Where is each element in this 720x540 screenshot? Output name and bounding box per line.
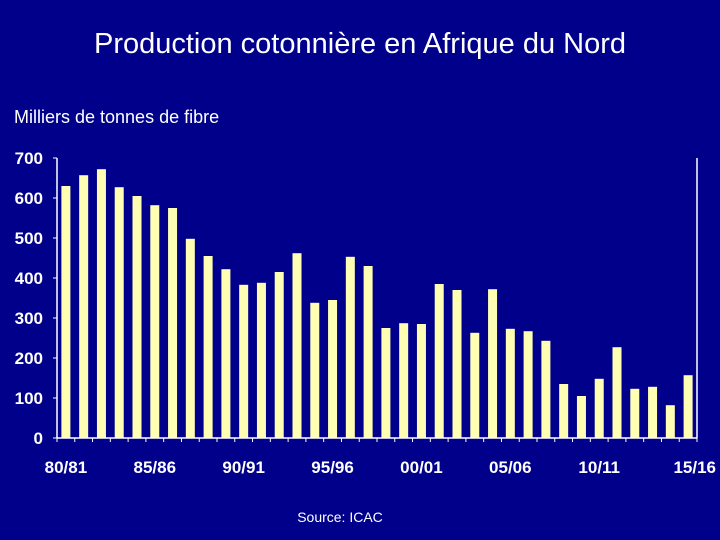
bar-07-08	[541, 340, 551, 438]
bar-15-16	[683, 375, 693, 438]
y-tick-label: 0	[34, 429, 43, 448]
x-tick-label: 85/86	[134, 458, 177, 477]
chart-title: Production cotonnière en Afrique du Nord	[93, 28, 626, 60]
bar-09-10	[576, 396, 586, 438]
bar-03-04	[470, 332, 480, 438]
bars-group	[61, 169, 693, 438]
bar-11-12	[612, 347, 622, 438]
bar-83-84	[114, 187, 124, 438]
x-tick-label: 95/96	[311, 458, 354, 477]
bar-96-97	[345, 256, 355, 438]
bar-93-94	[292, 253, 302, 438]
y-tick-label: 600	[15, 189, 43, 208]
bar-00-01	[416, 324, 426, 438]
bar-99-00	[399, 323, 409, 438]
bar-86-87	[168, 208, 178, 438]
bar-98-99	[381, 328, 391, 438]
x-tick-label: 10/11	[578, 458, 620, 477]
x-tick-label: 00/01	[400, 458, 443, 477]
bar-94-95	[310, 302, 320, 438]
axes-group	[53, 157, 698, 442]
x-tick-label: 80/81	[45, 458, 88, 477]
bar-14-15	[665, 405, 675, 438]
bar-97-98	[363, 266, 373, 438]
bar-06-07	[523, 331, 533, 438]
y-tick-labels: 0 100 200 300 400 500 600 700	[15, 149, 43, 448]
bar-10-11	[594, 378, 604, 438]
x-tick-label: 05/06	[489, 458, 532, 477]
y-tick-label: 700	[15, 149, 43, 168]
bar-04-05	[488, 289, 498, 438]
bar-90-91	[239, 284, 249, 438]
x-tick-labels: 80/81 85/86 90/91 95/96 00/01 05/06 10/11 15/16	[45, 458, 716, 477]
bar-02-03	[452, 290, 462, 438]
bar-81-82	[79, 175, 89, 438]
bar-12-13	[630, 388, 640, 438]
y-axis-label: Milliers de tonnes de fibre	[14, 107, 220, 127]
bar-08-09	[559, 384, 569, 438]
bar-88-89	[203, 256, 213, 438]
bar-01-02	[434, 284, 444, 438]
bar-95-96	[328, 300, 338, 438]
bar-05-06	[505, 328, 515, 438]
bar-13-14	[648, 386, 658, 438]
y-tick-label: 300	[15, 309, 43, 328]
bar-80-81	[61, 186, 71, 438]
x-tick-label: 90/91	[222, 458, 265, 477]
source-note: Source: ICAC	[297, 509, 383, 525]
bar-87-88	[185, 238, 195, 438]
bar-92-93	[274, 272, 284, 438]
bar-89-90	[221, 269, 231, 438]
bar-82-83	[96, 169, 106, 438]
bar-85-86	[150, 205, 160, 438]
y-tick-label: 500	[15, 229, 43, 248]
y-tick-label: 100	[15, 389, 43, 408]
bar-91-92	[256, 282, 266, 438]
x-tick-label: 15/16	[673, 458, 716, 477]
y-tick-label: 400	[15, 269, 43, 288]
y-tick-label: 200	[15, 349, 43, 368]
bar-84-85	[132, 196, 142, 438]
